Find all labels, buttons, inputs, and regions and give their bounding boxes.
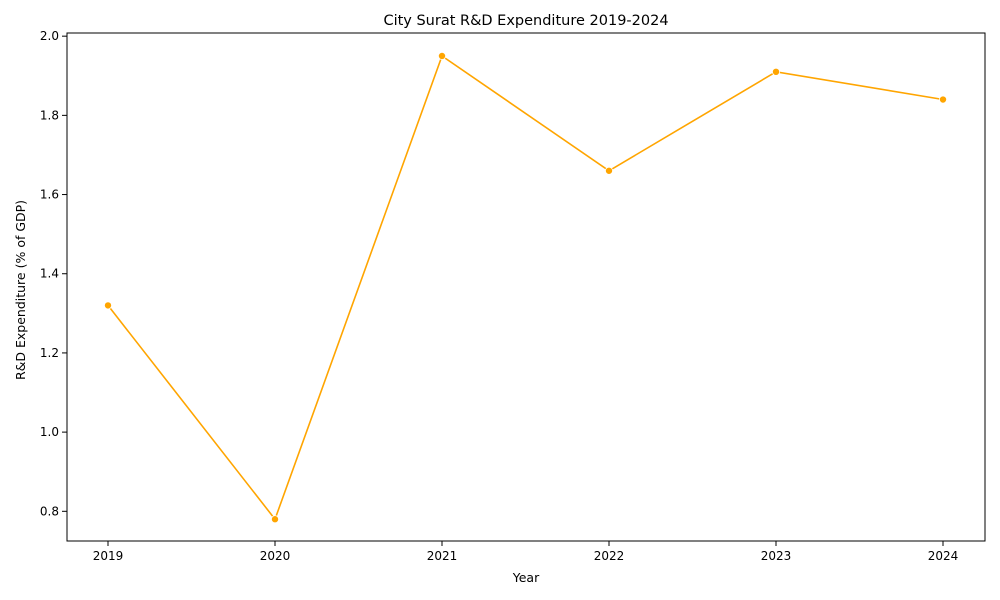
y-tick-label: 2.0 <box>40 29 59 43</box>
chart-title: City Surat R&D Expenditure 2019-2024 <box>383 13 668 29</box>
data-point <box>437 51 446 60</box>
y-tick-label: 1.0 <box>40 425 59 439</box>
y-axis-label: R&D Expenditure (% of GDP) <box>13 200 28 380</box>
y-tick-label: 1.4 <box>40 267 59 281</box>
y-tick-label: 1.8 <box>40 108 59 122</box>
y-tick-label: 0.8 <box>40 504 59 518</box>
x-tick-label: 2021 <box>427 549 458 563</box>
x-tick-label: 2022 <box>594 549 625 563</box>
axes-frame <box>66 32 986 542</box>
data-point <box>270 515 279 524</box>
x-tick-label: 2024 <box>928 549 959 563</box>
data-point <box>939 95 948 104</box>
y-tick-label: 1.6 <box>40 188 59 202</box>
x-tick-label: 2019 <box>93 549 124 563</box>
data-point <box>605 166 614 175</box>
plot-area: 2019 2020 2021 2022 2023 2024 0.8 1.0 1.2 1.4 1.6 1… <box>40 29 986 563</box>
data-point <box>772 67 781 76</box>
y-tick-label: 1.2 <box>40 346 59 360</box>
x-tick-label: 2020 <box>260 549 291 563</box>
x-tick-label: 2023 <box>761 549 792 563</box>
data-point <box>104 301 113 310</box>
x-axis-label: Year <box>512 570 540 585</box>
series-line <box>107 54 944 521</box>
